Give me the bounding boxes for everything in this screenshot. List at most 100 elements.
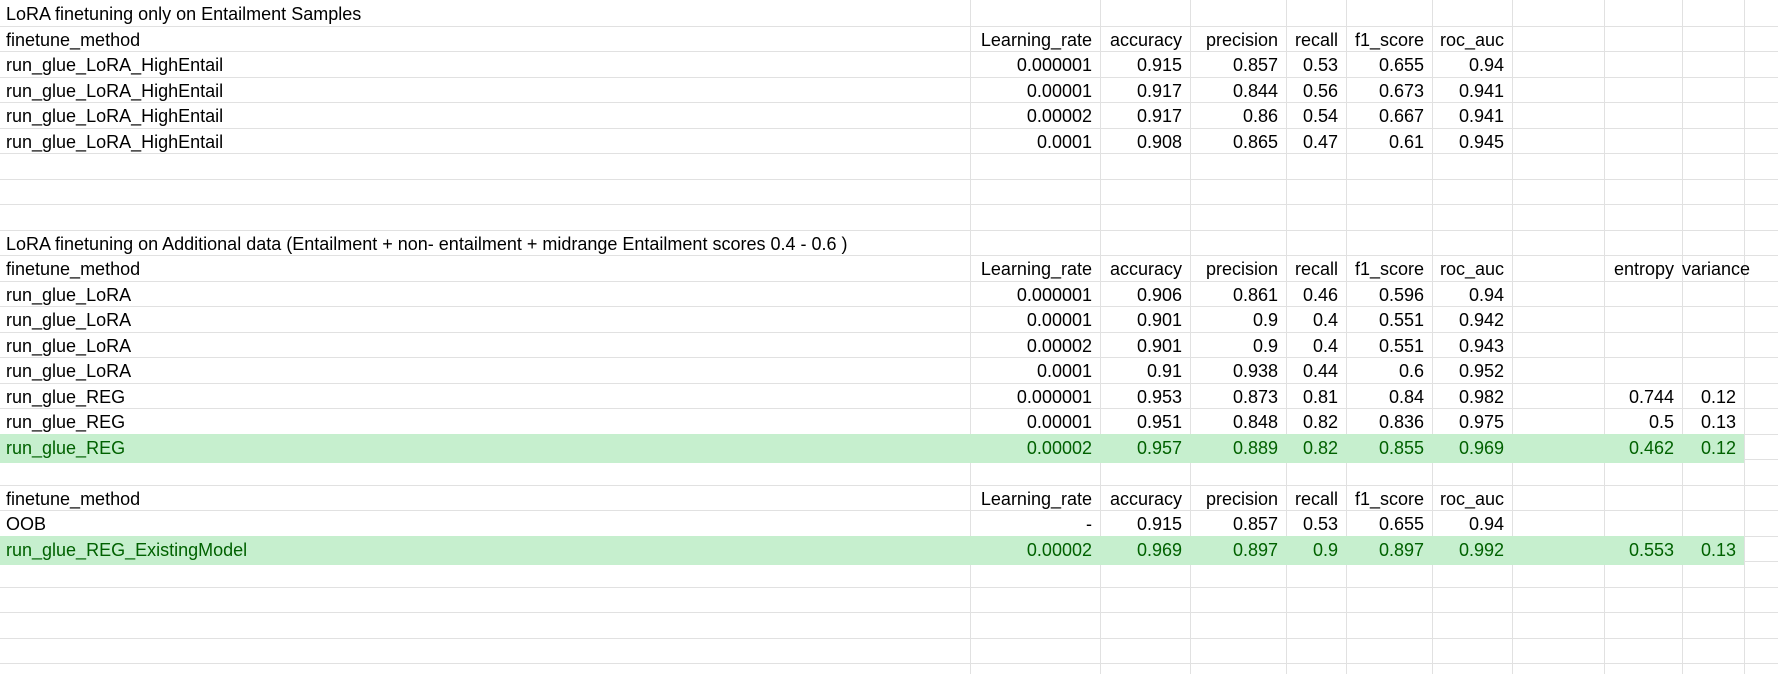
cell-roc-auc[interactable]: 0.94 [1468, 55, 1504, 75]
cell-learning-rate[interactable]: 0.000001 [1016, 387, 1092, 407]
header-precision[interactable]: precision [1205, 489, 1278, 509]
cell-precision[interactable]: 0.873 [1232, 387, 1278, 407]
header-f1-score[interactable]: f1_score [1354, 30, 1424, 50]
cell-recall[interactable]: 0.47 [1302, 132, 1338, 152]
cell-method[interactable]: run_glue_LoRA_HighEntail [6, 106, 224, 126]
cell-precision[interactable]: 0.861 [1232, 285, 1278, 305]
header-roc-auc[interactable]: roc_auc [1439, 489, 1504, 509]
cell-recall[interactable]: 0.82 [1302, 412, 1338, 432]
header-recall[interactable]: recall [1294, 30, 1338, 50]
cell-f1-score[interactable]: 0.836 [1378, 412, 1424, 432]
cell-accuracy[interactable]: 0.915 [1136, 55, 1182, 75]
cell-f1-score[interactable]: 0.84 [1388, 387, 1424, 407]
cell-f1-score[interactable]: 0.655 [1378, 514, 1424, 534]
cell-precision[interactable]: 0.9 [1252, 336, 1278, 356]
header-learning-rate[interactable]: Learning_rate [980, 30, 1092, 50]
cell-accuracy[interactable]: 0.906 [1136, 285, 1182, 305]
cell-recall[interactable]: 0.4 [1312, 336, 1338, 356]
cell-learning-rate[interactable]: 0.00001 [1026, 310, 1092, 330]
cell-precision[interactable]: 0.897 [1232, 540, 1278, 560]
header-roc-auc[interactable]: roc_auc [1439, 259, 1504, 279]
section-title[interactable]: LoRA finetuning only on Entailment Sampl… [6, 4, 362, 24]
cell-variance[interactable]: 0.13 [1700, 412, 1736, 432]
cell-roc-auc[interactable]: 0.941 [1458, 81, 1504, 101]
cell-method[interactable]: run_glue_REG [6, 387, 126, 407]
cell-f1-score[interactable]: 0.673 [1378, 81, 1424, 101]
cell-roc-auc[interactable]: 0.975 [1458, 412, 1504, 432]
cell-f1-score[interactable]: 0.897 [1378, 540, 1424, 560]
cell-learning-rate[interactable]: 0.00002 [1026, 106, 1092, 126]
cell-method[interactable]: run_glue_REG_ExistingModel [6, 540, 248, 560]
cell-recall[interactable]: 0.82 [1302, 438, 1338, 458]
cell-precision[interactable]: 0.9 [1252, 310, 1278, 330]
cell-method[interactable]: run_glue_LoRA [6, 361, 132, 381]
cell-entropy[interactable]: 0.553 [1628, 540, 1674, 560]
cell-learning-rate[interactable]: 0.00002 [1026, 540, 1092, 560]
cell-learning-rate[interactable]: 0.000001 [1016, 285, 1092, 305]
cell-recall[interactable]: 0.53 [1302, 55, 1338, 75]
cell-f1-score[interactable]: 0.61 [1388, 132, 1424, 152]
cell-accuracy[interactable]: 0.957 [1136, 438, 1182, 458]
cell-accuracy[interactable]: 0.917 [1136, 81, 1182, 101]
cell-precision[interactable]: 0.938 [1232, 361, 1278, 381]
header-entropy[interactable]: entropy [1613, 259, 1674, 279]
cell-f1-score[interactable]: 0.596 [1378, 285, 1424, 305]
header-f1-score[interactable]: f1_score [1354, 489, 1424, 509]
cell-variance[interactable]: 0.13 [1700, 540, 1736, 560]
cell-recall[interactable]: 0.53 [1302, 514, 1338, 534]
cell-method[interactable]: run_glue_LoRA [6, 336, 132, 356]
cell-recall[interactable]: 0.54 [1302, 106, 1338, 126]
cell-entropy[interactable]: 0.462 [1628, 438, 1674, 458]
cell-variance[interactable]: 0.12 [1700, 438, 1736, 458]
cell-learning-rate[interactable]: 0.00002 [1026, 336, 1092, 356]
cell-accuracy[interactable]: 0.917 [1136, 106, 1182, 126]
cell-learning-rate[interactable]: 0.00001 [1026, 81, 1092, 101]
header-method[interactable]: finetune_method [6, 489, 141, 509]
cell-precision[interactable]: 0.844 [1232, 81, 1278, 101]
cell-f1-score[interactable]: 0.855 [1378, 438, 1424, 458]
header-f1-score[interactable]: f1_score [1354, 259, 1424, 279]
header-learning-rate[interactable]: Learning_rate [980, 259, 1092, 279]
cell-accuracy[interactable]: 0.969 [1136, 540, 1182, 560]
cell-precision[interactable]: 0.889 [1232, 438, 1278, 458]
cell-recall[interactable]: 0.4 [1312, 310, 1338, 330]
cell-roc-auc[interactable]: 0.969 [1458, 438, 1504, 458]
cell-method[interactable]: OOB [6, 514, 47, 534]
cell-f1-score[interactable]: 0.6 [1398, 361, 1424, 381]
cell-recall[interactable]: 0.56 [1302, 81, 1338, 101]
cell-accuracy[interactable]: 0.953 [1136, 387, 1182, 407]
cell-precision[interactable]: 0.848 [1232, 412, 1278, 432]
cell-method[interactable]: run_glue_LoRA [6, 285, 132, 305]
cell-learning-rate[interactable]: 0.00001 [1026, 412, 1092, 432]
header-roc-auc[interactable]: roc_auc [1439, 30, 1504, 50]
header-precision[interactable]: precision [1205, 259, 1278, 279]
header-recall[interactable]: recall [1294, 489, 1338, 509]
cell-learning-rate[interactable]: 0.000001 [1016, 55, 1092, 75]
cell-f1-score[interactable]: 0.667 [1378, 106, 1424, 126]
cell-learning-rate[interactable]: 0.0001 [1036, 132, 1092, 152]
cell-roc-auc[interactable]: 0.982 [1458, 387, 1504, 407]
cell-f1-score[interactable]: 0.551 [1378, 310, 1424, 330]
cell-recall[interactable]: 0.44 [1302, 361, 1338, 381]
cell-method[interactable]: run_glue_LoRA_HighEntail [6, 55, 224, 75]
cell-roc-auc[interactable]: 0.941 [1458, 106, 1504, 126]
cell-variance[interactable]: 0.12 [1700, 387, 1736, 407]
cell-method[interactable]: run_glue_REG [6, 412, 126, 432]
header-method[interactable]: finetune_method [6, 259, 141, 279]
header-recall[interactable]: recall [1294, 259, 1338, 279]
cell-roc-auc[interactable]: 0.94 [1468, 514, 1504, 534]
cell-method[interactable]: run_glue_REG [6, 438, 126, 458]
cell-accuracy[interactable]: 0.951 [1136, 412, 1182, 432]
cell-recall[interactable]: 0.46 [1302, 285, 1338, 305]
cell-method[interactable]: run_glue_LoRA [6, 310, 132, 330]
cell-accuracy[interactable]: 0.915 [1136, 514, 1182, 534]
cell-roc-auc[interactable]: 0.992 [1458, 540, 1504, 560]
cell-f1-score[interactable]: 0.551 [1378, 336, 1424, 356]
header-accuracy[interactable]: accuracy [1109, 30, 1182, 50]
cell-roc-auc[interactable]: 0.943 [1458, 336, 1504, 356]
cell-precision[interactable]: 0.865 [1232, 132, 1278, 152]
cell-precision[interactable]: 0.86 [1242, 106, 1278, 126]
section-title[interactable]: LoRA finetuning on Additional data (Enta… [6, 234, 848, 254]
header-learning-rate[interactable]: Learning_rate [980, 489, 1092, 509]
header-precision[interactable]: precision [1205, 30, 1278, 50]
